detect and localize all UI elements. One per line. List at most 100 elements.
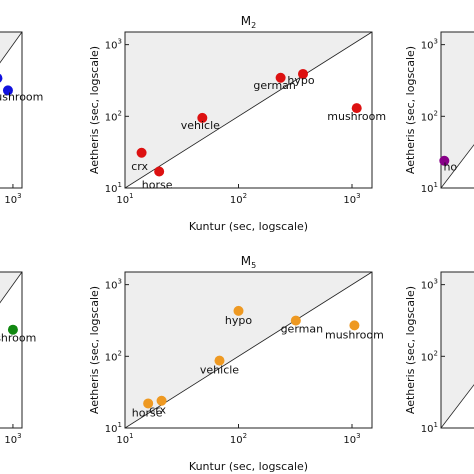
- data-point: [349, 320, 360, 331]
- plot-frame: [440, 271, 474, 429]
- tick-exponent: 1: [434, 421, 438, 429]
- data-point: [154, 166, 165, 177]
- tick-label: 102: [230, 432, 247, 446]
- tick-exponent: 3: [118, 38, 122, 46]
- tick-label: 103: [421, 278, 438, 292]
- point-label: mushroom: [325, 328, 384, 341]
- scatter-panel-4: 103 mushroom: [0, 271, 36, 446]
- tick-base: 10: [421, 184, 434, 195]
- point-label: mushroom: [327, 110, 386, 123]
- x-axis-label: Kuntur (sec, logscale): [189, 220, 308, 233]
- plot-frame: [124, 271, 373, 429]
- tick-base: 10: [421, 281, 434, 292]
- plot-frame: [440, 31, 474, 189]
- tick-label: 103: [343, 192, 360, 206]
- tick-exponent: 3: [434, 38, 438, 46]
- plot-frame: [124, 31, 373, 189]
- diagonal-line: [0, 271, 23, 304]
- point-label: hypo: [225, 314, 252, 327]
- tick-label: 102: [105, 349, 122, 363]
- tick-exponent: 3: [434, 278, 438, 286]
- tick-label: 101: [421, 421, 438, 435]
- tick-exponent: 1: [129, 192, 133, 200]
- tick-base: 10: [105, 112, 118, 123]
- tick-label: 103: [343, 432, 360, 446]
- data-point: [214, 355, 225, 366]
- y-axis-label: Aetheris (sec, logscale): [404, 286, 417, 414]
- x-axis-label: Kuntur (sec, logscale): [189, 460, 308, 473]
- upper-region-shade: [0, 272, 22, 303]
- diagonal-line: [440, 144, 474, 189]
- point-label: crx: [149, 404, 166, 417]
- tick-base: 10: [343, 195, 356, 206]
- tick-exponent: 1: [434, 181, 438, 189]
- data-point: [298, 68, 309, 79]
- tick-exponent: 2: [434, 349, 438, 357]
- data-point: [7, 324, 18, 335]
- point-label: vehicle: [200, 364, 239, 377]
- point-label: horse: [142, 178, 173, 191]
- tick-label: 101: [421, 181, 438, 195]
- tick-exponent: 3: [17, 432, 21, 440]
- tick-base: 10: [105, 41, 118, 52]
- data-point: [197, 112, 208, 123]
- upper-region-shade: [441, 272, 474, 428]
- y-axis-label: Aetheris (sec, logscale): [88, 286, 101, 414]
- scatter-panel-1: 103hypomushroom: [0, 31, 43, 206]
- diagonal-line: [124, 31, 373, 189]
- point-label: german: [253, 79, 296, 92]
- y-axis-label: Aetheris (sec, logscale): [88, 46, 101, 174]
- y-axis-label: Aetheris (sec, logscale): [404, 46, 417, 174]
- tick-exponent: 2: [118, 109, 122, 117]
- plot-frame: [0, 271, 23, 429]
- tick-label: 101: [105, 181, 122, 195]
- tick-exponent: 3: [118, 278, 122, 286]
- tick-label: 102: [230, 192, 247, 206]
- tick-label: 103: [105, 278, 122, 292]
- tick-label: 102: [421, 109, 438, 123]
- point-label: hypo: [287, 74, 314, 87]
- tick-exponent: 2: [118, 349, 122, 357]
- point-label: ho: [443, 161, 457, 174]
- tick-label: 101: [116, 192, 133, 206]
- tick-label: 102: [105, 109, 122, 123]
- panel-title-main: M: [241, 14, 251, 28]
- tick-base: 10: [421, 352, 434, 363]
- panel-title: M5: [241, 254, 256, 270]
- tick-exponent: 2: [434, 109, 438, 117]
- diagonal-line: [0, 31, 23, 64]
- tick-exponent: 2: [243, 432, 247, 440]
- tick-base: 10: [421, 112, 434, 123]
- tick-exponent: 1: [129, 432, 133, 440]
- tick-base: 10: [4, 195, 17, 206]
- tick-base: 10: [105, 184, 118, 195]
- panel-title-main: M: [241, 254, 251, 268]
- tick-base: 10: [4, 435, 17, 446]
- tick-exponent: 3: [356, 192, 360, 200]
- data-point: [136, 147, 147, 158]
- plot-frame: [0, 31, 23, 189]
- tick-label: 101: [105, 421, 122, 435]
- data-point: [290, 315, 301, 326]
- data-point: [275, 72, 286, 83]
- tick-label: 103: [421, 38, 438, 52]
- tick-exponent: 1: [118, 181, 122, 189]
- data-point: [143, 398, 154, 409]
- tick-base: 10: [105, 281, 118, 292]
- point-label: german: [281, 323, 324, 336]
- tick-label: 102: [421, 349, 438, 363]
- tick-base: 10: [105, 352, 118, 363]
- data-point: [156, 395, 167, 406]
- data-point: [2, 85, 13, 96]
- tick-label: 101: [116, 432, 133, 446]
- tick-base: 10: [230, 435, 243, 446]
- tick-base: 10: [343, 435, 356, 446]
- point-label: horse: [132, 406, 163, 419]
- diagonal-line: [440, 384, 474, 429]
- upper-region-shade: [441, 32, 474, 188]
- point-label: mushroom: [0, 90, 43, 103]
